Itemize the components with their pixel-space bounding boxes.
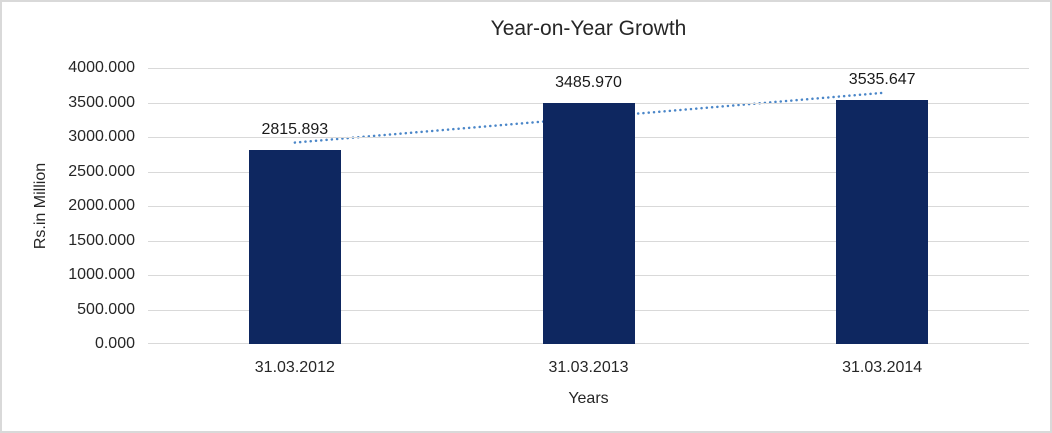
y-axis-tick-labels: 0.000 500.000 1000.000 1500.000 2000.000 2500… (2, 2, 135, 431)
bar (836, 100, 929, 344)
x-axis-title: Years (568, 390, 609, 407)
y-tick-label: 3500.000 (68, 93, 135, 111)
bar (542, 103, 635, 344)
x-tick-label: 31.03.2013 (548, 359, 629, 376)
y-tick-label: 4000.000 (68, 59, 135, 76)
gridline (148, 68, 1029, 69)
data-label: 3535.647 (848, 71, 916, 89)
x-tick-label: 31.03.2012 (254, 359, 335, 376)
gridline (148, 102, 1029, 104)
plot-area: 2815.893 3485.970 3535.647 (148, 68, 1029, 344)
y-tick-label: 2000.000 (68, 197, 135, 214)
y-tick-label: 500.000 (77, 300, 135, 318)
y-tick-label: 1500.000 (68, 231, 135, 249)
bar (248, 149, 341, 344)
data-label: 2815.893 (261, 120, 329, 138)
y-tick-label: 2500.000 (68, 162, 135, 180)
data-label: 3485.970 (555, 74, 622, 92)
chart-title: Year-on-Year Growth (490, 17, 687, 40)
y-tick-label: 3000.000 (68, 128, 135, 145)
y-tick-label: 1000.000 (68, 266, 135, 283)
y-tick-label: 0.000 (94, 335, 135, 352)
x-tick-label: 31.03.2014 (842, 359, 923, 376)
